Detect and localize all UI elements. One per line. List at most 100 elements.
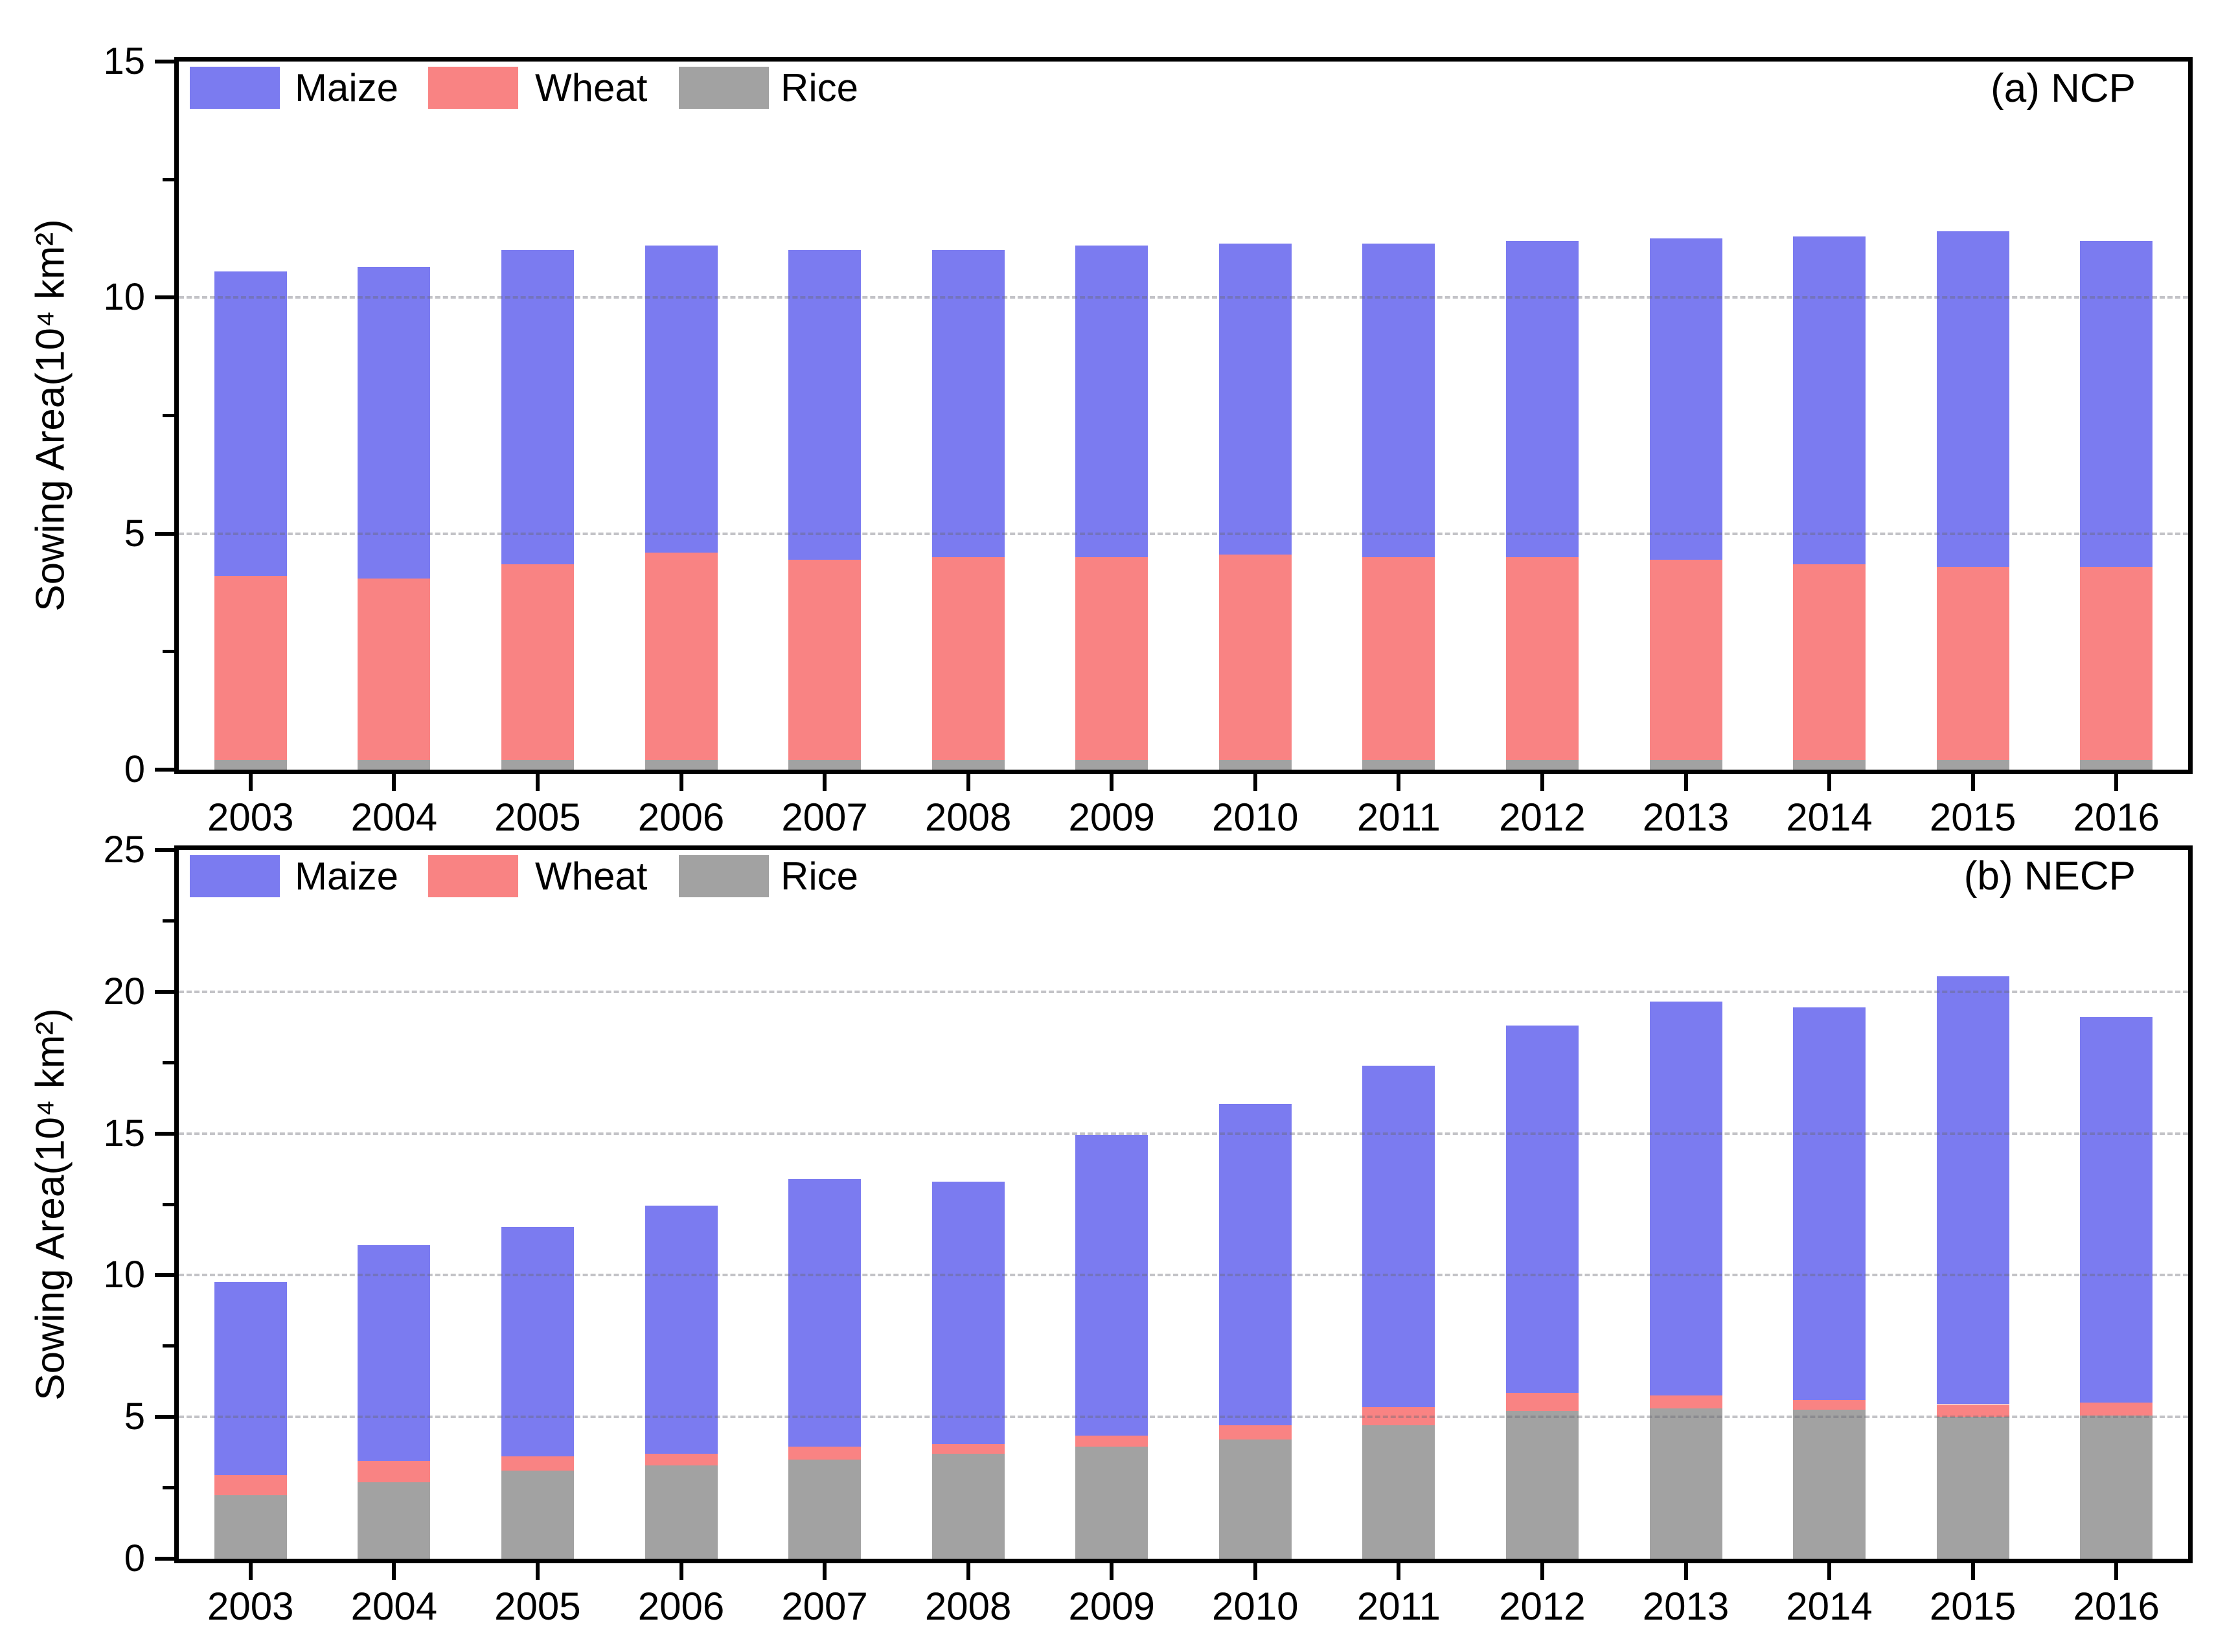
bar-2007-wheat: [788, 559, 862, 761]
gridline-y5: [179, 532, 2188, 535]
bar-2015-wheat: [1936, 1404, 2009, 1417]
bar-2012-maize: [1505, 240, 1579, 558]
x-tick-2014: [1827, 1563, 1832, 1580]
bar-2013-rice: [1649, 1408, 1722, 1559]
x-tick-2006: [679, 1563, 683, 1580]
gridline-y10: [179, 296, 2188, 299]
bar-2009-rice: [1075, 1447, 1148, 1559]
bar-2014-rice: [1793, 1410, 1866, 1559]
x-tick-2004: [392, 774, 396, 791]
y-tick-25: [155, 848, 174, 852]
bar-2011-rice: [1362, 1425, 1435, 1559]
x-tick-2003: [248, 1563, 253, 1580]
bar-2013-maize: [1649, 1002, 1722, 1396]
legend-label-rice: Rice: [781, 855, 859, 898]
bar-2004-wheat: [358, 1461, 431, 1482]
bar-2016-rice: [2080, 1416, 2153, 1559]
x-tick-label-2005: 2005: [494, 796, 581, 839]
legend-swatch-rice: [679, 855, 769, 897]
x-tick-2010: [1253, 1563, 1257, 1580]
x-tick-label-2010: 2010: [1212, 1585, 1299, 1628]
x-tick-label-2009: 2009: [1068, 796, 1155, 839]
y-minor-tick-12.5: [163, 178, 174, 181]
x-tick-2007: [823, 774, 827, 791]
panel-b-annotation: (b) NECP: [1963, 854, 2136, 899]
x-tick-label-2016: 2016: [2073, 796, 2160, 839]
x-tick-2015: [1970, 1563, 1975, 1580]
bar-2006-maize: [645, 1206, 718, 1454]
x-tick-2012: [1540, 1563, 1544, 1580]
x-tick-2016: [2114, 1563, 2119, 1580]
bar-2006-rice: [645, 760, 718, 770]
x-tick-2012: [1540, 774, 1544, 791]
x-tick-label-2013: 2013: [1642, 1585, 1730, 1628]
bar-2013-wheat: [1649, 559, 1722, 761]
legend-label-maize: Maize: [295, 66, 399, 109]
x-tick-label-2006: 2006: [637, 796, 725, 839]
bar-2007-rice: [788, 1459, 862, 1559]
y-minor-tick-2.5: [163, 650, 174, 654]
bar-2005-rice: [501, 760, 574, 770]
x-tick-2009: [1110, 774, 1114, 791]
x-tick-label-2016: 2016: [2073, 1585, 2160, 1628]
bar-2011-maize: [1362, 1065, 1435, 1407]
legend-swatch-rice: [679, 67, 769, 109]
bar-2011-wheat: [1362, 1406, 1435, 1426]
bar-2012-wheat: [1505, 1393, 1579, 1412]
gridline-y10: [179, 1274, 2188, 1277]
bar-2016-rice: [2080, 760, 2153, 770]
bar-2014-maize: [1793, 236, 1866, 565]
x-tick-label-2011: 2011: [1356, 796, 1441, 839]
bar-2003-rice: [214, 1495, 287, 1559]
x-tick-label-2015: 2015: [1929, 796, 2016, 839]
y-tick-label-15: 15: [103, 1112, 145, 1154]
legend-label-rice: Rice: [781, 66, 859, 109]
x-tick-label-2003: 2003: [207, 796, 294, 839]
x-tick-2011: [1397, 1563, 1401, 1580]
bar-2003-maize: [214, 271, 287, 577]
bar-2013-wheat: [1649, 1395, 1722, 1409]
y-tick-label-10: 10: [103, 1254, 145, 1296]
y-minor-tick-7.5: [163, 414, 174, 417]
y-tick-label-20: 20: [103, 970, 145, 1013]
y-tick-0: [155, 768, 174, 772]
legend-swatch-maize: [190, 67, 280, 109]
x-tick-2008: [966, 1563, 970, 1580]
x-tick-label-2013: 2013: [1642, 796, 1730, 839]
bar-2006-wheat: [645, 1454, 718, 1465]
gridline-y15: [179, 1132, 2188, 1135]
y-tick-5: [155, 1415, 174, 1419]
y-minor-tick-22.5: [163, 919, 174, 923]
y-axis-label-panel-b: Sowing Area(10⁴ km²): [28, 1008, 73, 1401]
x-tick-label-2014: 2014: [1786, 796, 1873, 839]
bar-2011-maize: [1362, 243, 1435, 558]
x-tick-label-2012: 2012: [1499, 1585, 1586, 1628]
bar-2004-wheat: [358, 578, 431, 761]
x-tick-2013: [1684, 774, 1688, 791]
bar-2008-wheat: [931, 557, 1005, 761]
x-tick-2004: [392, 1563, 396, 1580]
bar-2010-rice: [1218, 1440, 1292, 1559]
bar-2004-rice: [358, 760, 431, 770]
legend-label-maize: Maize: [295, 855, 399, 898]
plot-area-b: [174, 845, 2193, 1563]
x-tick-2014: [1827, 774, 1832, 791]
bar-2015-maize: [1936, 976, 2009, 1405]
x-tick-2006: [679, 774, 683, 791]
y-tick-label-0: 0: [124, 1537, 145, 1579]
bar-2005-wheat: [501, 1456, 574, 1471]
bar-2012-maize: [1505, 1026, 1579, 1393]
y-tick-10: [155, 295, 174, 300]
y-tick-0: [155, 1557, 174, 1561]
y-tick-15: [155, 60, 174, 63]
y-minor-tick-17.5: [163, 1061, 174, 1064]
legend-label-wheat: Wheat: [535, 855, 648, 898]
bar-2013-maize: [1649, 238, 1722, 560]
y-tick-5: [155, 531, 174, 536]
x-tick-label-2008: 2008: [924, 1585, 1012, 1628]
legend-swatch-wheat: [428, 67, 518, 109]
bar-2009-rice: [1075, 760, 1148, 770]
y-tick-20: [155, 989, 174, 994]
bar-2005-maize: [501, 1227, 574, 1457]
x-tick-label-2007: 2007: [781, 1585, 868, 1628]
